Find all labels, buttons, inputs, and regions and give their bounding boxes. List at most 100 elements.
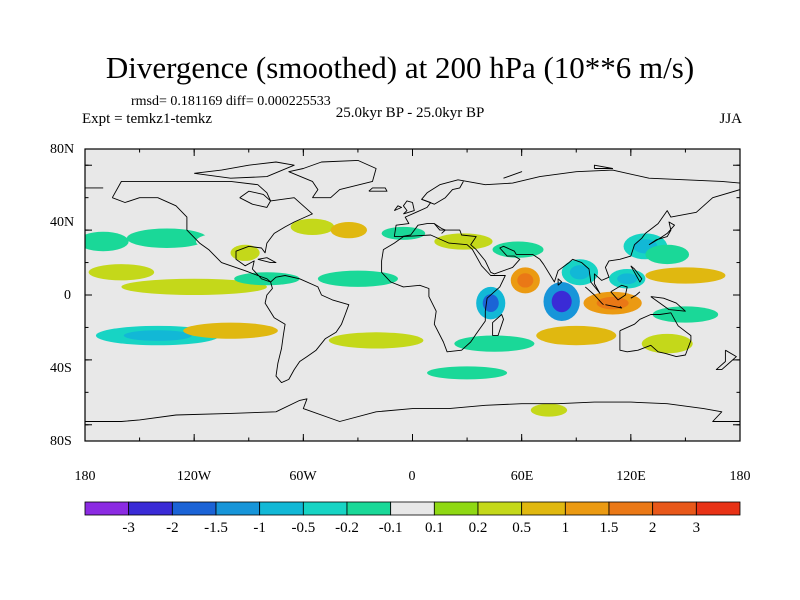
coastline xyxy=(503,171,523,179)
coastline xyxy=(585,286,604,306)
colorbar-label: -1 xyxy=(253,520,266,536)
lon-tick-label: 60E xyxy=(510,469,534,484)
contour-core xyxy=(517,273,534,288)
lat-tick-label: 0 xyxy=(64,288,71,303)
coastline xyxy=(257,257,277,264)
coastline xyxy=(85,398,740,422)
contour-core xyxy=(554,330,599,341)
contour-region xyxy=(328,332,424,349)
contour-region xyxy=(645,244,690,265)
lon-tick-label: 120W xyxy=(176,469,212,484)
colorbar-swatch xyxy=(477,501,523,516)
season-label: JJA xyxy=(719,111,742,127)
chart-title: Divergence (smoothed) at 200 hPa (10**6 … xyxy=(105,50,695,85)
colorbar-swatch xyxy=(390,501,435,516)
lon-tick-label: 120E xyxy=(616,469,646,484)
colorbar-swatch xyxy=(695,501,741,516)
colorbar-swatch xyxy=(564,501,610,516)
colorbar-label: 1.5 xyxy=(599,520,619,536)
lon-tick-label: 0 xyxy=(408,469,416,484)
contour-core xyxy=(204,326,257,336)
colorbar-label: 0.5 xyxy=(512,520,532,536)
contour-region xyxy=(427,366,508,380)
colorbar-label: 2 xyxy=(648,520,657,536)
lat-tick-label: 40N xyxy=(50,215,75,230)
coastline xyxy=(619,312,692,358)
colorbar-swatch xyxy=(215,501,261,516)
colorbar-swatch xyxy=(171,501,217,516)
coastline xyxy=(648,221,675,246)
contour-region xyxy=(454,335,535,352)
contour-region xyxy=(317,270,398,287)
contour-region xyxy=(530,403,568,417)
stats-label: rmsd= 0.181169 diff= 0.000225533 xyxy=(131,94,331,109)
colorbar-swatch xyxy=(346,501,392,516)
contour-region xyxy=(434,233,493,250)
contour-core xyxy=(123,330,192,341)
coastline xyxy=(492,314,504,337)
contour-region xyxy=(126,228,207,248)
colorbar-label: -0.1 xyxy=(378,520,403,536)
contour-core xyxy=(569,265,590,280)
contour-region xyxy=(195,233,247,250)
lon-tick-label: 60W xyxy=(289,469,317,484)
coastline xyxy=(421,181,464,205)
contour-core xyxy=(663,271,708,280)
coastline xyxy=(368,187,388,192)
coastline xyxy=(630,265,643,283)
lat-tick-label: 80N xyxy=(50,142,75,157)
contour-core xyxy=(338,225,359,235)
contour-region xyxy=(290,218,335,235)
contour-core xyxy=(551,290,572,313)
colorbar-label: -0.2 xyxy=(335,520,359,536)
contour-region xyxy=(230,244,260,261)
coastline xyxy=(111,180,313,283)
colorbar-swatch xyxy=(608,501,654,516)
colorbar-label: 0.1 xyxy=(424,520,444,536)
coastline xyxy=(610,284,628,301)
coastline xyxy=(239,190,272,208)
colorbar-label: -3 xyxy=(122,520,135,536)
coastline xyxy=(393,205,403,212)
colorbar-label: -2 xyxy=(166,520,179,536)
contour-region xyxy=(641,333,693,354)
coastline xyxy=(264,275,350,384)
contour-core xyxy=(617,273,638,285)
colorbar-label: -0.5 xyxy=(291,520,316,536)
colorbar-label: 0.2 xyxy=(468,520,488,536)
coastline xyxy=(402,200,415,215)
lat-tick-label: 80S xyxy=(50,434,72,449)
coastline xyxy=(434,223,446,234)
coastline xyxy=(394,189,740,294)
coastline xyxy=(715,349,737,371)
plot-background xyxy=(85,149,740,441)
colorbar-label: 1 xyxy=(561,520,570,536)
coastline xyxy=(288,159,377,199)
lon-tick-label: 180 xyxy=(729,469,751,484)
coastline xyxy=(593,164,614,169)
coastline xyxy=(557,278,563,286)
contour-region xyxy=(88,264,155,281)
contour-region xyxy=(121,278,267,295)
coastline xyxy=(630,291,641,299)
contour-region xyxy=(85,231,129,252)
experiment-label: Expt = temkz1-temkz xyxy=(82,111,213,127)
coastline xyxy=(381,234,506,353)
plot-frame xyxy=(84,148,741,442)
colorbar-swatch xyxy=(302,501,348,516)
colorbar-swatch xyxy=(433,501,479,516)
time-range-label: 25.0kyr BP - 25.0kyr BP xyxy=(335,105,485,121)
colorbar-swatch xyxy=(84,501,130,516)
contour-region xyxy=(381,226,426,240)
lat-tick-label: 40S xyxy=(50,361,72,376)
colorbar-label: 3 xyxy=(692,520,701,536)
lon-tick-label: 180 xyxy=(74,469,96,484)
colorbar-swatch xyxy=(259,501,304,516)
coastline xyxy=(194,161,295,179)
contour-region xyxy=(652,306,719,323)
colorbar-swatch xyxy=(128,501,173,516)
coastline-layer xyxy=(85,159,740,422)
colorbar-swatch xyxy=(521,501,566,516)
contour-region xyxy=(492,241,544,258)
